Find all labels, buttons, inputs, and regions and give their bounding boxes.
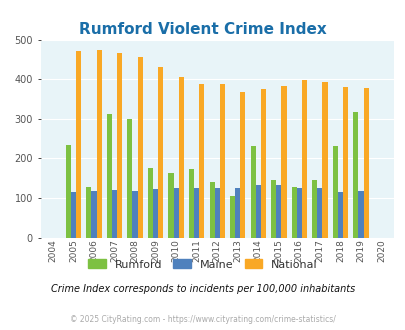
Bar xyxy=(173,188,178,238)
Bar xyxy=(311,180,317,238)
Bar xyxy=(194,188,199,238)
Bar xyxy=(66,145,71,238)
Bar xyxy=(352,112,358,238)
Bar xyxy=(240,92,245,238)
Bar xyxy=(168,173,173,238)
Bar xyxy=(301,81,306,238)
Bar xyxy=(107,114,112,238)
Bar xyxy=(332,146,337,238)
Bar xyxy=(132,191,137,238)
Text: Rumford Violent Crime Index: Rumford Violent Crime Index xyxy=(79,22,326,37)
Text: © 2025 CityRating.com - https://www.cityrating.com/crime-statistics/: © 2025 CityRating.com - https://www.city… xyxy=(70,315,335,324)
Text: Crime Index corresponds to incidents per 100,000 inhabitants: Crime Index corresponds to incidents per… xyxy=(51,284,354,294)
Bar xyxy=(296,188,301,238)
Bar xyxy=(147,168,153,238)
Bar xyxy=(199,84,204,238)
Bar xyxy=(112,190,117,238)
Bar xyxy=(178,77,183,238)
Bar xyxy=(358,191,362,238)
Bar xyxy=(281,86,286,238)
Bar xyxy=(271,180,275,238)
Bar xyxy=(362,87,368,238)
Bar xyxy=(234,188,240,238)
Bar xyxy=(71,192,76,238)
Bar xyxy=(214,188,219,238)
Bar xyxy=(275,185,281,238)
Bar xyxy=(255,185,260,238)
Bar xyxy=(260,89,265,238)
Bar xyxy=(158,67,163,238)
Bar xyxy=(96,50,101,238)
Legend: Rumford, Maine, National: Rumford, Maine, National xyxy=(83,255,322,274)
Bar xyxy=(219,84,224,238)
Bar xyxy=(337,192,342,238)
Bar xyxy=(188,169,194,238)
Bar xyxy=(86,187,91,238)
Bar xyxy=(76,51,81,238)
Bar xyxy=(117,53,122,238)
Bar xyxy=(137,57,143,238)
Bar xyxy=(230,196,234,238)
Bar xyxy=(322,82,327,238)
Bar xyxy=(91,191,96,238)
Bar xyxy=(342,87,347,238)
Bar xyxy=(153,189,158,238)
Bar xyxy=(317,188,322,238)
Bar xyxy=(209,182,214,238)
Bar xyxy=(250,146,255,238)
Bar xyxy=(127,119,132,238)
Bar xyxy=(291,187,296,238)
